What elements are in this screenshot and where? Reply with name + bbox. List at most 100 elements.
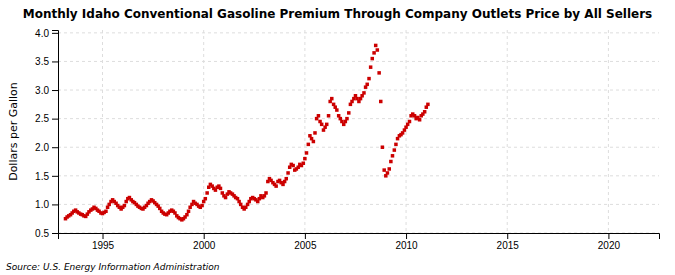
point <box>330 97 334 101</box>
points <box>64 44 430 222</box>
grid-line <box>58 32 659 33</box>
tick: 1.5 <box>35 171 58 182</box>
point <box>224 196 228 200</box>
point <box>205 191 209 195</box>
point <box>393 148 397 152</box>
grid-line <box>608 30 609 233</box>
grid-line <box>58 90 659 91</box>
tick-label: 2.5 <box>35 113 49 124</box>
tick: 2005 <box>294 233 317 251</box>
tick: 2.0 <box>35 142 58 153</box>
x-axis: 1995 2000 2005 2010 2015 2020 <box>59 233 660 251</box>
point <box>285 177 289 181</box>
point <box>386 171 390 175</box>
point <box>327 114 331 118</box>
tick-mark <box>52 233 58 234</box>
point <box>379 100 383 104</box>
tick-label: 2015 <box>497 240 520 251</box>
tick-label: 3.5 <box>35 56 49 67</box>
point <box>394 143 398 147</box>
tick-label: 1.0 <box>35 199 49 210</box>
point <box>367 77 371 81</box>
grid-line <box>507 30 508 233</box>
grid-line <box>304 30 305 233</box>
point <box>372 51 376 55</box>
tick-mark <box>52 90 58 91</box>
tick: 4.0 <box>35 28 58 39</box>
point <box>187 210 191 214</box>
point <box>104 210 108 214</box>
tick-mark <box>52 147 58 148</box>
point <box>362 91 366 95</box>
tick-mark <box>52 204 58 205</box>
point <box>391 154 395 158</box>
point <box>389 160 393 164</box>
point <box>418 118 422 122</box>
tick-mark <box>52 176 58 177</box>
tick-mark <box>52 33 58 34</box>
point <box>423 110 427 114</box>
grid-line <box>58 118 659 119</box>
grid-line <box>102 30 103 233</box>
tick: 3.0 <box>35 85 58 96</box>
point <box>123 204 127 208</box>
point <box>381 145 385 149</box>
tick-label: 4.0 <box>35 28 49 39</box>
point <box>376 48 380 52</box>
point <box>219 187 223 191</box>
point <box>317 114 321 118</box>
tick-label: 2005 <box>294 240 317 251</box>
tick-label: 3.0 <box>35 85 49 96</box>
point <box>388 167 392 171</box>
y-axis: 0.5 1.0 1.5 2.0 2.5 3.0 3.5 4.0 <box>35 28 58 239</box>
tick-mark <box>204 233 205 239</box>
chart: 1995 2000 2005 2010 2015 2020 0.5 1.0 1.5 2.0 2.5 3… <box>0 0 675 275</box>
point <box>312 140 316 144</box>
point <box>365 83 369 87</box>
tick: 2010 <box>395 233 418 251</box>
point <box>408 120 412 124</box>
point <box>345 117 349 121</box>
point <box>320 123 324 127</box>
point <box>377 71 381 75</box>
point <box>347 111 351 115</box>
tick-label: 2000 <box>193 240 216 251</box>
grid-line <box>58 175 659 176</box>
tick-mark <box>52 119 58 120</box>
tick-mark <box>608 233 609 239</box>
grid-line <box>58 147 659 148</box>
tick-mark <box>103 233 104 239</box>
title: Monthly Idaho Conventional Gasoline Prem… <box>23 7 653 21</box>
plot: 1995 2000 2005 2010 2015 2020 0.5 1.0 1.5 2.0 2.5 3… <box>35 28 659 252</box>
point <box>185 213 189 217</box>
tick-mark <box>507 233 508 239</box>
point <box>374 44 378 48</box>
tick: 1.0 <box>35 199 58 210</box>
tick-label: 2010 <box>395 240 418 251</box>
tick-mark <box>406 233 407 239</box>
point <box>291 164 295 168</box>
point <box>274 184 278 188</box>
axis-line <box>59 234 660 240</box>
tick: 3.5 <box>35 56 58 67</box>
tick: 2020 <box>598 233 621 251</box>
point <box>303 157 307 161</box>
point <box>313 131 317 135</box>
tick: 2015 <box>497 233 520 251</box>
tick: 0.5 <box>35 228 58 239</box>
point <box>204 197 208 201</box>
point <box>369 65 373 69</box>
point <box>382 168 386 172</box>
annotation: Source: U.S. Energy Information Administ… <box>6 262 220 272</box>
tick: 2000 <box>193 233 216 251</box>
point <box>200 204 204 208</box>
tick-label: 2.0 <box>35 142 49 153</box>
point <box>335 108 339 112</box>
point <box>264 191 268 195</box>
axis-line <box>52 31 59 234</box>
grid <box>58 30 659 233</box>
point <box>286 171 290 175</box>
tick-label: 1.5 <box>35 171 49 182</box>
tick: 2.5 <box>35 113 58 124</box>
tick: 1995 <box>92 233 115 251</box>
